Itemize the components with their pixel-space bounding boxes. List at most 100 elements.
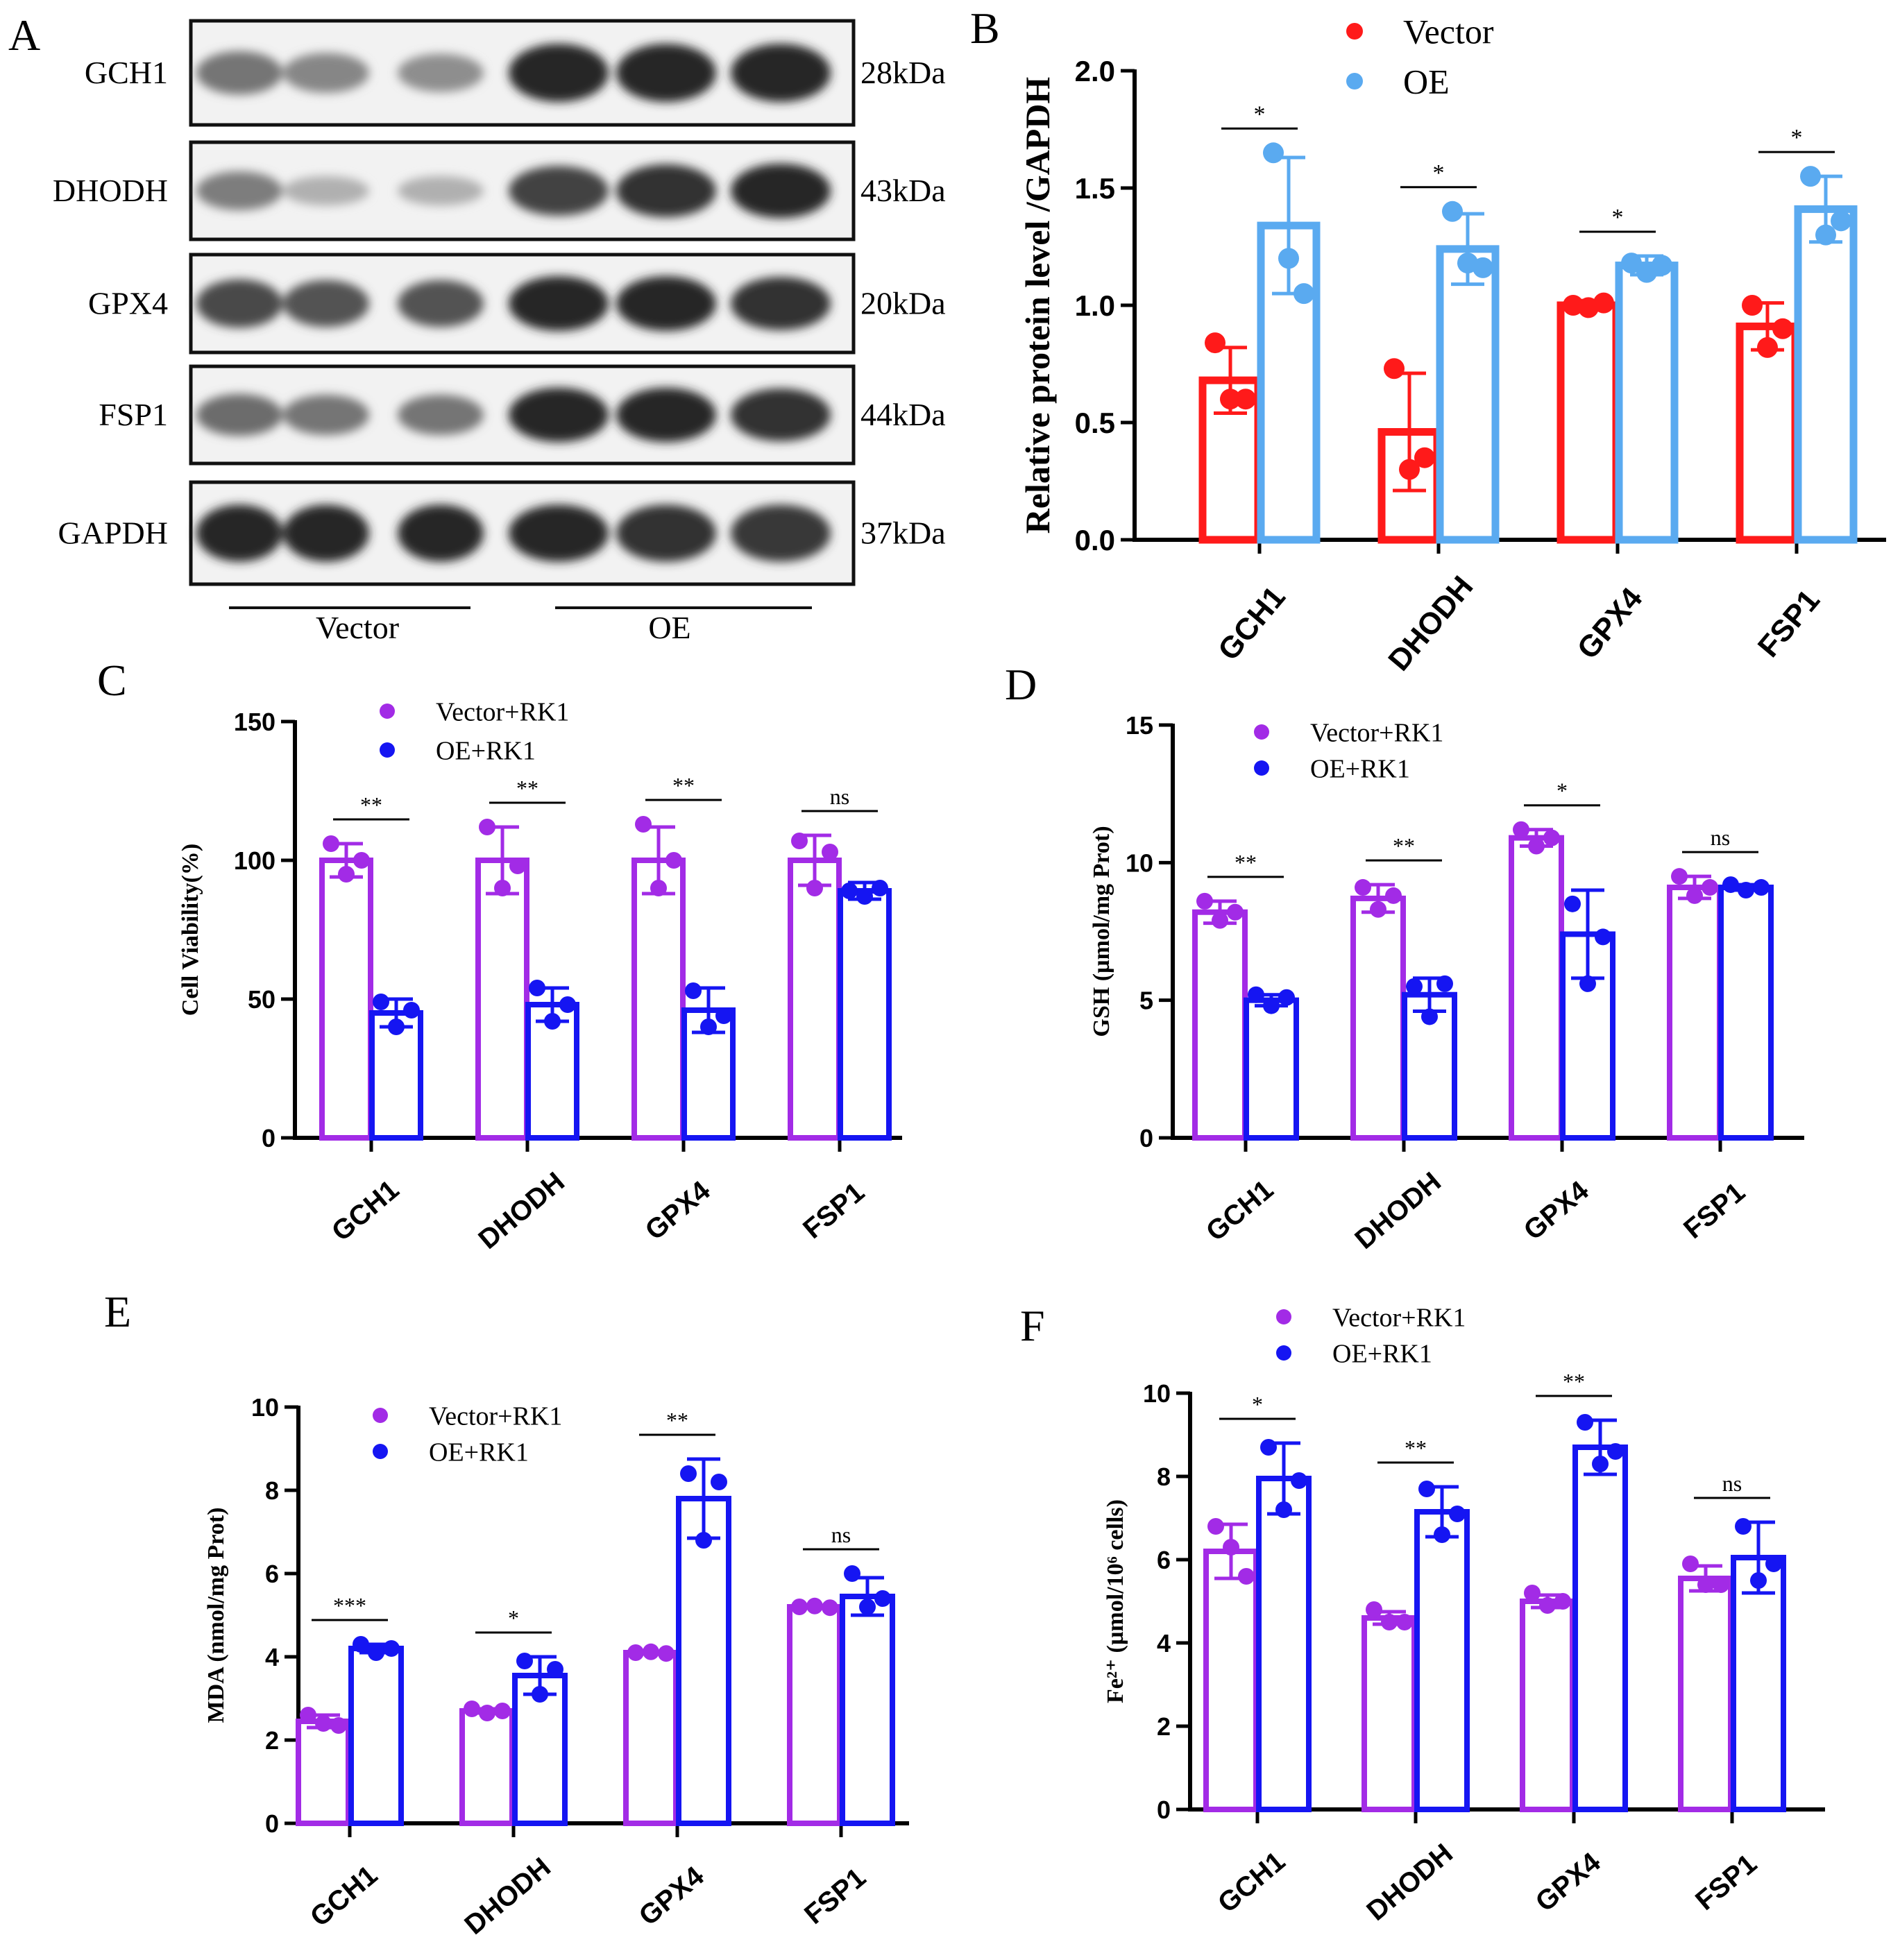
panel-letter-d: D	[1005, 660, 1037, 709]
blot-row-weight: 44kDa	[860, 397, 946, 432]
data-point	[494, 1703, 511, 1719]
data-point	[695, 1532, 712, 1549]
bar-oe-rk1	[1402, 991, 1457, 1141]
legend-label: Vector	[1403, 12, 1494, 51]
panel-letter-b: B	[970, 3, 1000, 53]
chart-d: 0 5 10 15 GSH (µmol/mg Prot) GCH1 ** DHODH ** GPX…	[1089, 711, 1804, 1255]
data-point	[1815, 224, 1836, 246]
data-point	[1563, 295, 1584, 316]
data-point	[872, 880, 888, 896]
data-point	[1513, 821, 1529, 838]
data-point	[856, 888, 873, 905]
x-category-label: GCH1	[1201, 1174, 1279, 1247]
y-tick-label: 8	[1157, 1463, 1171, 1491]
data-point	[1196, 892, 1213, 910]
x-category-label: GPX4	[1530, 1846, 1607, 1918]
data-point	[1473, 257, 1493, 278]
significance-label: ns	[1711, 825, 1730, 850]
data-point	[1528, 837, 1545, 855]
bar-vector-rk1	[1678, 1576, 1733, 1812]
data-point	[353, 852, 370, 869]
bar-oe-rk1	[1572, 1445, 1628, 1812]
significance-label: **	[666, 1408, 688, 1433]
blot-band	[283, 504, 369, 562]
blot-band	[616, 164, 716, 218]
data-point	[874, 1590, 891, 1607]
bar-vector-rk1	[459, 1708, 515, 1826]
x-category-label: DHODH	[1382, 570, 1479, 677]
significance-label: *	[1254, 101, 1266, 127]
data-point	[1275, 1501, 1292, 1518]
x-category-label: GCH1	[326, 1174, 405, 1247]
data-point	[1370, 901, 1386, 918]
data-point	[373, 994, 389, 1010]
legend-label: Vector+RK1	[436, 697, 569, 726]
data-point	[1223, 1539, 1239, 1556]
panel-letter-c: C	[97, 656, 127, 705]
data-point	[494, 880, 511, 896]
significance-label: *	[1791, 125, 1803, 151]
data-point	[1235, 389, 1256, 410]
data-point	[1595, 928, 1611, 946]
blot-band	[398, 280, 484, 327]
y-tick-label: 2	[1157, 1712, 1171, 1741]
y-tick-label: 0.0	[1075, 524, 1115, 556]
bar-oe-rk1	[348, 1646, 404, 1826]
bar-vector-rk1	[631, 858, 686, 1141]
data-point	[479, 1705, 495, 1721]
legend-marker	[380, 704, 395, 719]
panel-letter-a: A	[8, 10, 40, 60]
x-category-label: DHODH	[1361, 1838, 1459, 1927]
data-point	[680, 1465, 697, 1482]
data-point	[700, 1019, 717, 1035]
x-category-label: GPX4	[1570, 581, 1649, 666]
blot-bands-gapdh	[196, 504, 831, 562]
blot-band	[398, 176, 484, 206]
data-point	[1593, 292, 1614, 314]
data-point	[1539, 1597, 1556, 1614]
data-point	[1577, 1414, 1593, 1431]
x-category-label: GCH1	[1212, 580, 1292, 667]
data-point	[1753, 879, 1770, 896]
data-point	[844, 1565, 860, 1582]
data-point	[791, 833, 808, 849]
data-point	[1366, 1601, 1382, 1618]
data-point	[479, 819, 495, 835]
data-point	[1772, 318, 1793, 339]
significance-label: ***	[333, 1593, 366, 1618]
data-point	[1682, 1556, 1699, 1572]
y-tick-label: 0	[265, 1809, 279, 1838]
data-point	[1765, 1556, 1782, 1572]
legend-marker	[380, 742, 395, 758]
data-point	[1421, 1008, 1438, 1025]
data-point	[1579, 975, 1596, 992]
panel-letter-f: F	[1020, 1301, 1045, 1350]
data-point	[643, 1643, 659, 1660]
blot-row-label: DHODH	[53, 173, 168, 208]
data-point	[1248, 986, 1264, 1003]
data-point	[516, 1653, 533, 1669]
data-point	[715, 1007, 732, 1024]
data-point	[300, 1707, 316, 1723]
legend-marker	[1254, 760, 1269, 776]
data-point	[1800, 166, 1821, 187]
data-point	[1263, 997, 1280, 1014]
legend-marker	[373, 1444, 388, 1459]
bar-vector-rk1	[623, 1650, 679, 1826]
blot-band	[509, 387, 609, 443]
data-point	[529, 980, 545, 996]
y-tick-label: 10	[1143, 1379, 1171, 1408]
data-point	[822, 844, 838, 860]
y-axis-label: MDA (nmol/mg Prot)	[203, 1508, 229, 1723]
blot-band	[196, 51, 282, 95]
data-point	[1607, 1443, 1624, 1460]
data-point	[1564, 895, 1581, 912]
data-point	[330, 1717, 347, 1734]
data-point	[1278, 248, 1299, 269]
data-point	[368, 1644, 384, 1661]
x-category-label: DHODH	[1349, 1166, 1447, 1255]
bar-vector-rk1	[319, 858, 373, 1141]
data-point	[1592, 1456, 1609, 1472]
data-point	[1735, 1518, 1751, 1535]
